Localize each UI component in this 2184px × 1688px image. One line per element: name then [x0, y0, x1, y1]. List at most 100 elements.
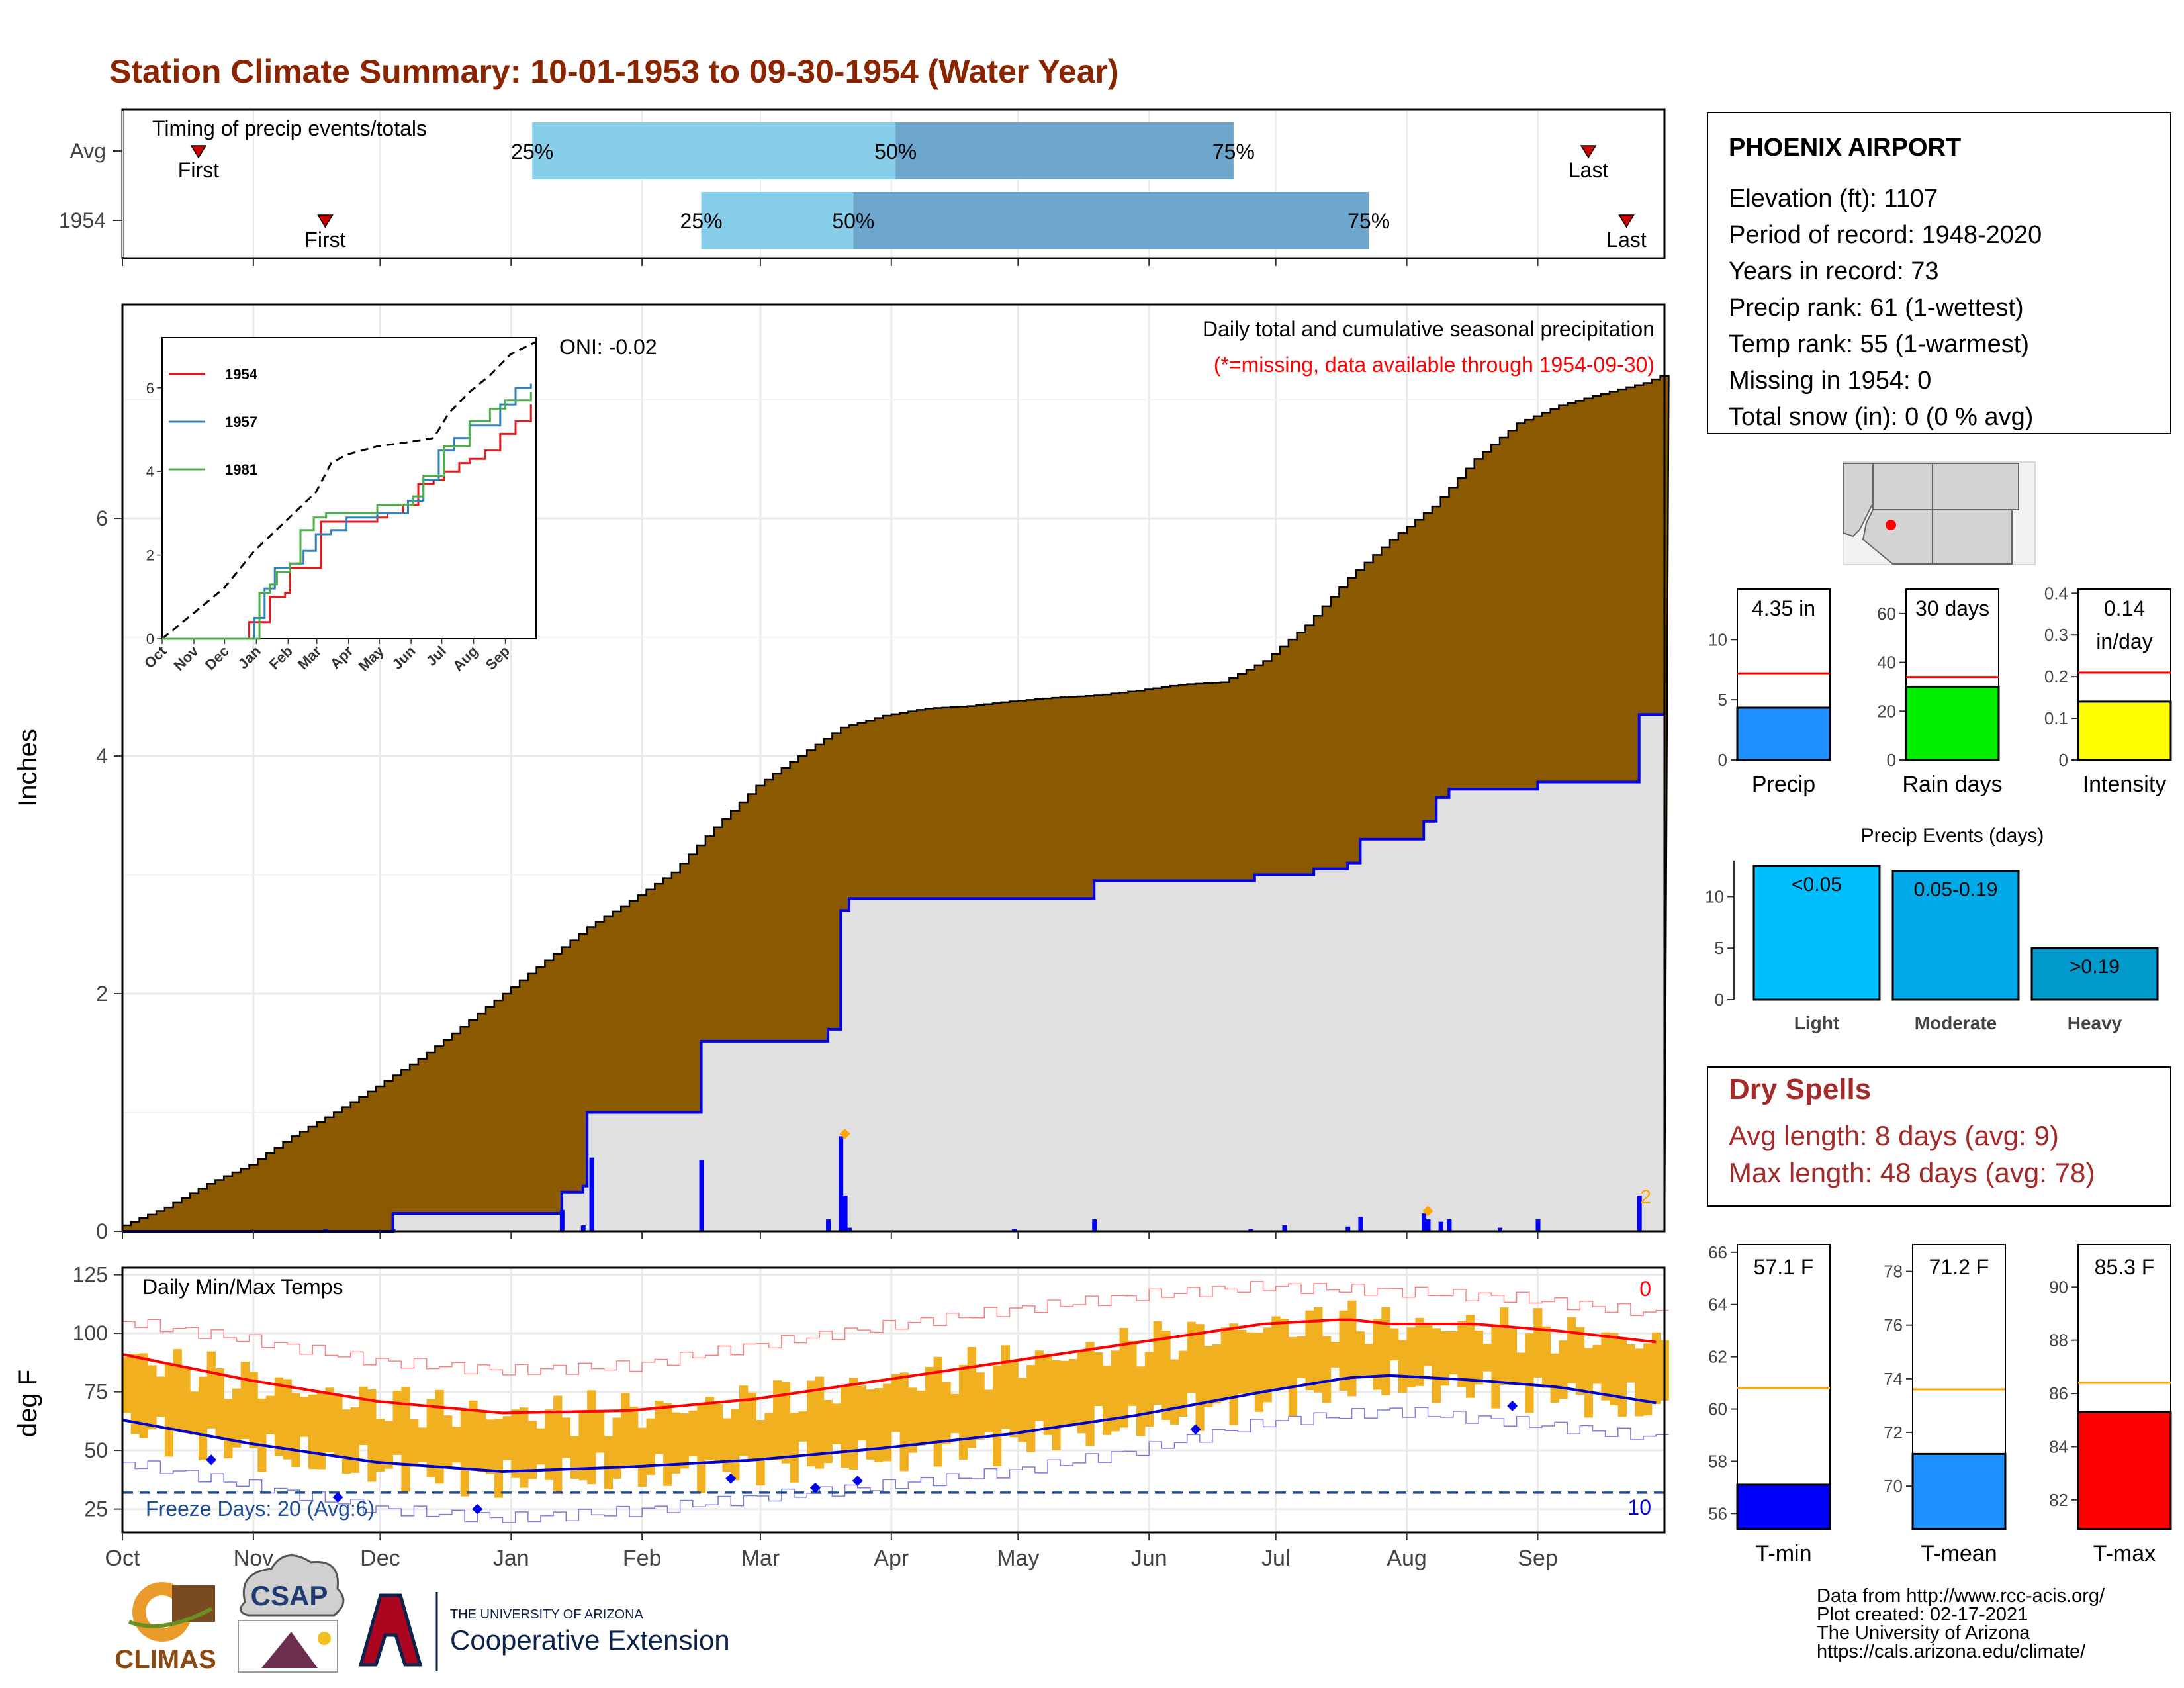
events-bar [1891, 870, 2020, 1001]
dry-spells-avg: Avg length: 8 days (avg: 9) [1729, 1120, 2059, 1151]
daily-temp-bar [1635, 1348, 1644, 1417]
daily-temp-bar [815, 1376, 825, 1469]
events-category-label: Heavy [2068, 1013, 2122, 1033]
events-ytick-label: 0 [1715, 990, 1724, 1009]
daily-temp-bar [545, 1409, 554, 1480]
daily-temp-bar [621, 1393, 630, 1467]
daily-temp-bar [224, 1399, 233, 1459]
daily-temp-bar [578, 1413, 588, 1481]
temp-bar-ytick-label: 56 [1708, 1503, 1727, 1523]
daily-temp-bar [807, 1380, 816, 1467]
events-bar [1752, 865, 1881, 1001]
daily-temp-bar [1601, 1332, 1610, 1401]
mini-bar-ytick-label: 60 [1877, 604, 1896, 624]
daily-temp-bar [527, 1421, 537, 1479]
daily-temp-bar [122, 1356, 132, 1413]
daily-temp-bar [334, 1393, 343, 1458]
timing-label-50: 50% [874, 140, 917, 164]
daily-temp-bar [1525, 1333, 1534, 1413]
station-location-dot [1886, 520, 1896, 530]
daily-temp-bar [1314, 1307, 1323, 1393]
daily-temp-bar [198, 1376, 208, 1460]
daily-marker [1422, 1205, 1433, 1217]
daily-temp-bar [460, 1409, 469, 1497]
timing-label-50: 50% [832, 209, 874, 233]
precip-events-title: Precip Events (days) [1861, 825, 2044, 847]
daily-temp-bar [671, 1412, 681, 1474]
daily-temp-bar [1187, 1321, 1196, 1393]
daily-temp-bar [604, 1436, 613, 1489]
daily-temp-bar [1263, 1327, 1272, 1403]
daily-temp-bar [993, 1365, 1002, 1467]
temp-ytick-label: 50 [84, 1438, 108, 1462]
ua-logo: THE UNIVERSITY OF ARIZONA Cooperative Ex… [358, 1592, 730, 1671]
daily-temp-bar [697, 1404, 706, 1493]
temp-bar-value-label: 71.2 F [1929, 1255, 1989, 1279]
daily-precip-bar [1358, 1217, 1363, 1231]
month-label: May [997, 1546, 1039, 1571]
mini-bar-ytick-label: 10 [1708, 630, 1727, 649]
mini-bar-value [1905, 685, 2000, 761]
daily-temp-bar [646, 1418, 655, 1475]
daily-temp-bar [139, 1353, 148, 1438]
mini-bar-ytick-label: 20 [1877, 701, 1896, 721]
daily-temp-bar [1592, 1344, 1602, 1384]
temp-bar-name: T-max [2093, 1541, 2156, 1566]
daily-temp-bar [705, 1397, 715, 1460]
daily-temp-bar [1406, 1327, 1416, 1388]
daily-temp-bar [1356, 1331, 1365, 1378]
daily-temp-bar [629, 1407, 639, 1467]
daily-temp-bar [1068, 1359, 1078, 1427]
temp-ytick-label: 100 [73, 1321, 108, 1345]
dry-spells-max: Max length: 48 days (avg: 78) [1729, 1157, 2095, 1188]
events-bar-label: >0.19 [2070, 956, 2120, 978]
daily-temp-bar [722, 1418, 731, 1472]
inset-normal-line [161, 340, 537, 640]
daily-temp-bar [866, 1389, 875, 1460]
daily-temp-bar [1153, 1321, 1162, 1405]
daily-temp-bar [1254, 1333, 1264, 1412]
daily-temp-bar [1465, 1315, 1475, 1398]
daily-temp-bar [1280, 1319, 1289, 1389]
daily-temp-bar [967, 1347, 976, 1448]
mini-bar-name: Rain days [1902, 772, 2002, 797]
daily-temp-bar [1052, 1360, 1061, 1450]
daily-temp-bar [1009, 1362, 1019, 1438]
temp-bar-chart-t-mean: 70 72 74 76 78 71.2 F T-mean [1884, 1244, 2007, 1566]
events-ytick-label: 5 [1715, 938, 1724, 958]
daily-precip-bar [323, 1229, 328, 1231]
temp-bar-ytick-label: 72 [1884, 1423, 1903, 1442]
daily-temp-bar [942, 1382, 951, 1445]
daily-temp-bar [1584, 1348, 1593, 1418]
daily-temp-bar [164, 1364, 174, 1457]
month-label: Nov [234, 1546, 273, 1571]
map-state-colorado [1932, 463, 2019, 510]
daily-temp-bar [781, 1382, 791, 1464]
daily-temp-bar [1508, 1329, 1518, 1385]
temp-bar-chart-t-min: 56 58 60 62 64 66 57.1 F T-min [1708, 1243, 1831, 1566]
daily-temp-bar [917, 1390, 926, 1446]
ua-logo-big-text: Cooperative Extension [450, 1624, 730, 1656]
daily-temp-bar [274, 1377, 284, 1456]
temp-label: Daily Min/Max Temps [142, 1275, 343, 1299]
temp-bar-ytick-label: 78 [1884, 1262, 1903, 1282]
daily-temp-bar [1390, 1328, 1399, 1361]
daily-temp-bar [1077, 1350, 1086, 1434]
daily-temp-bar [747, 1392, 757, 1461]
daily-temp-bar [899, 1372, 909, 1472]
timing-bar-q25-q50 [701, 192, 854, 249]
temp-bar-ytick-label: 74 [1884, 1369, 1903, 1389]
oni-label: ONI: -0.02 [559, 335, 657, 359]
daily-precip-bar [559, 1209, 565, 1231]
daily-temp-bar [291, 1393, 300, 1467]
daily-temp-bar [1026, 1365, 1036, 1452]
month-label: Mar [741, 1546, 780, 1571]
daily-temp-bar [1347, 1300, 1357, 1397]
daily-temp-bar [206, 1351, 216, 1429]
map-state-new-mexico [1932, 509, 2013, 565]
precip-ytick-label: 0 [96, 1219, 108, 1243]
daily-temp-bar [933, 1356, 942, 1467]
inset-series-line [162, 404, 532, 640]
